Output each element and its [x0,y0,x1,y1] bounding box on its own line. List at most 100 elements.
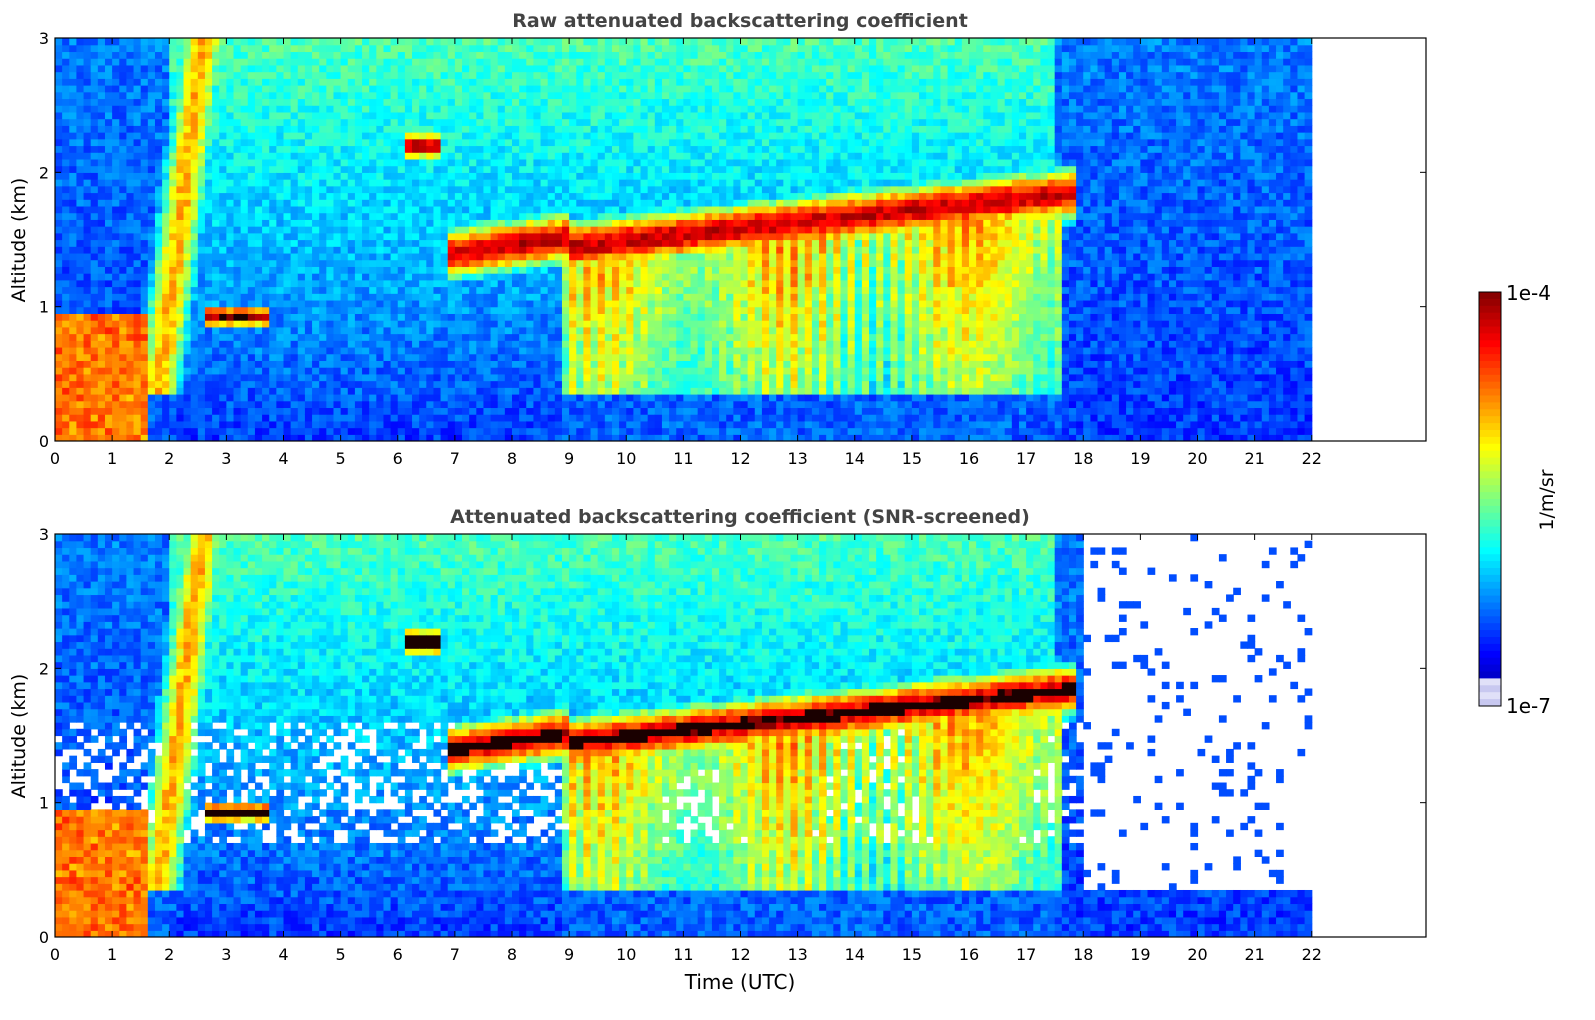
heatmap-cell [183,367,192,375]
heatmap-cell [633,353,642,361]
heatmap-cell [419,346,427,355]
heatmap-cell [547,340,556,348]
heatmap-cell [504,434,513,441]
heatmap-cell [69,346,78,355]
heatmap-cell [269,407,277,415]
heatmap-cell [611,246,620,254]
heatmap-cell [90,132,99,140]
heatmap-cell [561,333,570,341]
heatmap-cell [83,165,92,173]
heatmap-cell [583,105,592,113]
heatmap-cell [540,192,549,200]
heatmap-cell [512,387,520,395]
heatmap-cell [97,387,106,395]
heatmap-cell [476,353,485,361]
heatmap-cell [90,105,99,113]
heatmap-cell [104,145,113,153]
heatmap-cell [204,387,213,395]
heatmap-cell [154,420,163,429]
heatmap-cell [476,58,485,66]
heatmap-cell [104,420,113,429]
heatmap-cell [490,407,499,415]
heatmap-cell [62,98,70,106]
heatmap-cell [512,219,520,227]
heatmap-cell [247,158,256,167]
heatmap-cell [483,64,492,73]
heatmap-cell [519,64,527,73]
heatmap-cell [326,387,335,395]
heatmap-cell [69,380,78,388]
heatmap-cell [490,434,499,441]
heatmap-cell [140,232,149,241]
heatmap-cell [254,192,263,200]
heatmap-cell [262,58,270,66]
heatmap-cell [147,212,156,220]
heatmap-cell [169,111,177,120]
heatmap-cell [154,105,163,113]
heatmap-cell [97,132,106,140]
heatmap-cell [569,98,577,106]
heatmap-cell [633,85,642,93]
heatmap-cell [333,232,342,241]
heatmap-cell [390,91,399,100]
heatmap-cell [419,165,427,173]
heatmap-cell [104,293,113,301]
heatmap-cell [611,232,620,241]
heatmap-cell [212,340,220,348]
heatmap-cell [640,273,649,281]
heatmap-cell [462,313,470,321]
heatmap-cell [290,71,299,79]
heatmap-cell [640,199,649,207]
heatmap-cell [454,226,463,234]
heatmap-cell [219,132,227,140]
heatmap-cell [169,145,177,153]
heatmap-cell [197,152,206,160]
heatmap-cell [290,360,299,368]
heatmap-cell [219,246,227,254]
heatmap-cell [504,205,513,214]
heatmap-cell [204,172,213,180]
heatmap-cell [440,380,449,388]
heatmap-cell [269,44,277,53]
heatmap-cell [626,152,634,160]
heatmap-cell [419,172,427,180]
heatmap-cell [319,340,327,348]
heatmap-cell [362,387,370,395]
heatmap-cell [462,273,470,281]
heatmap-cell [419,252,427,261]
heatmap-cell [83,219,92,227]
heatmap-cell [226,145,235,153]
heatmap-cell [469,407,477,415]
heatmap-cell [369,286,377,294]
heatmap-cell [240,393,249,402]
heatmap-cell [162,125,170,133]
heatmap-cell [304,333,313,341]
heatmap-cell [333,138,342,147]
heatmap-cell [62,340,70,348]
heatmap-cell [554,367,563,375]
heatmap-cell [633,226,642,234]
heatmap-cell [154,226,163,234]
heatmap-cell [162,71,170,79]
heatmap-cell [561,212,570,220]
heatmap-cell [169,259,177,267]
heatmap-cell [412,427,420,435]
heatmap-cell [483,333,492,341]
heatmap-cell [69,434,78,441]
heatmap-cell [176,125,185,133]
heatmap-cell [204,393,213,402]
heatmap-cell [297,293,306,301]
heatmap-cell [304,259,313,267]
heatmap-cell [76,138,85,147]
heatmap-cell [104,299,113,308]
heatmap-cell [240,293,249,301]
heatmap-cell [447,353,456,361]
heatmap-cell [319,165,327,173]
heatmap-cell [240,434,249,441]
heatmap-cell [154,373,163,382]
heatmap-cell [633,252,642,261]
heatmap-cell [326,373,335,382]
heatmap-cell [297,259,306,267]
heatmap-cell [212,172,220,180]
